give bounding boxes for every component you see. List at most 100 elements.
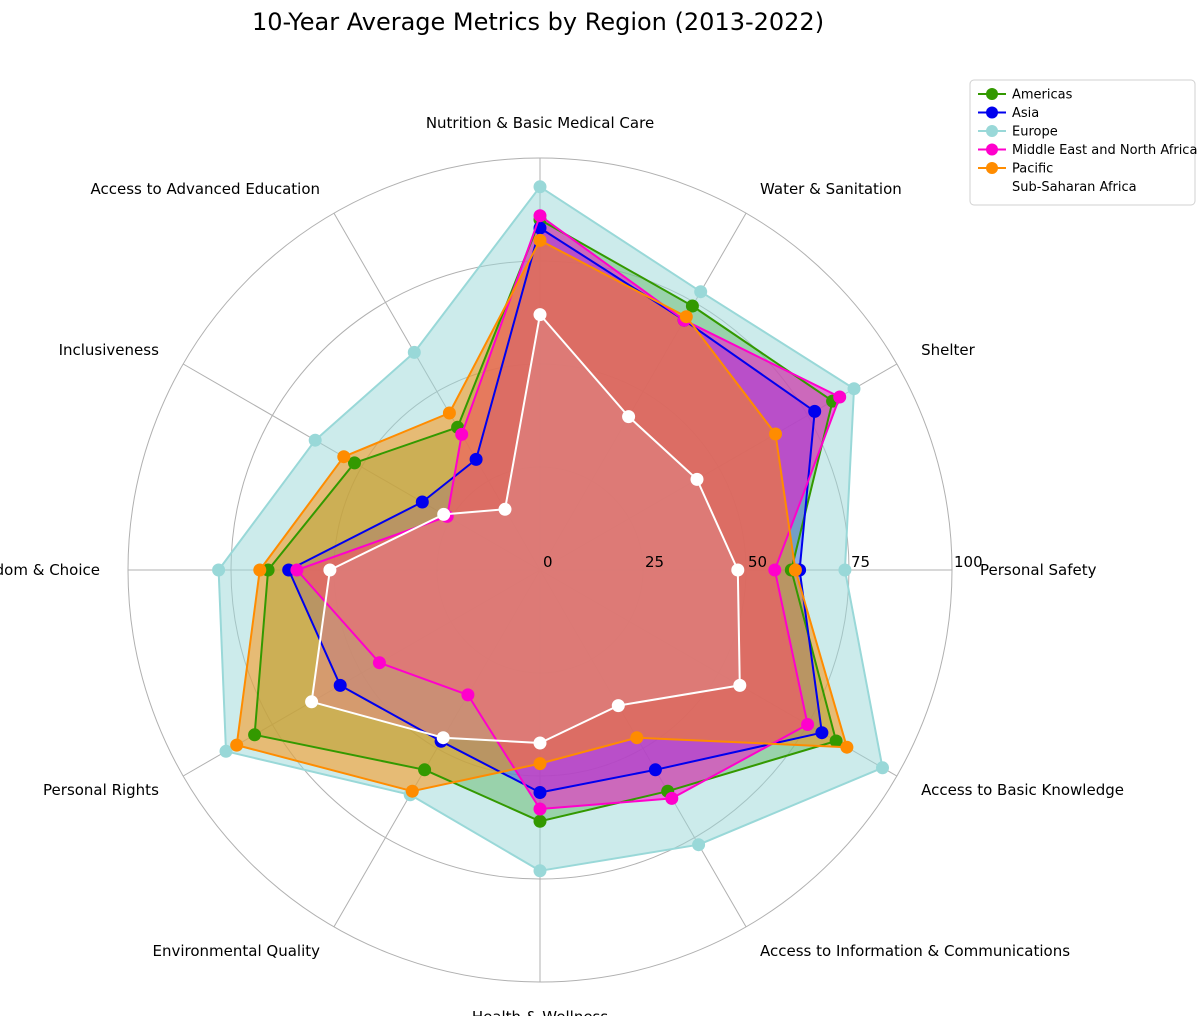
data-point-pacific-personal-freedom-and-choice: [253, 563, 267, 577]
legend-item-europe: Europe: [978, 125, 1058, 140]
legend-label: Asia: [1012, 106, 1039, 121]
data-point-europe-nutrition-and-basic-medical-care: [533, 180, 547, 194]
data-point-pacific-access-to-basic-knowledge: [840, 740, 854, 754]
data-point-americas-access-to-basic-knowledge: [829, 734, 843, 748]
legend-marker: [986, 162, 998, 174]
legend-box: [969, 79, 1196, 206]
data-point-europe-personal-freedom-and-choice: [212, 563, 226, 577]
data-point-middle-east-and-north-africa-health-and-wellness: [533, 802, 547, 816]
series-sub-saharan-africa: [305, 308, 747, 750]
chart-title: 10-Year Average Metrics by Region (2013-…: [252, 8, 824, 36]
legend-item-middle-east-and-north-africa: Middle East and North Africa: [978, 143, 1197, 158]
radial-tick-labels: 0 25 50 75 100: [543, 553, 983, 571]
data-point-sub-saharan-africa-inclusiveness: [437, 507, 451, 521]
data-point-pacific-nutrition-and-basic-medical-care: [533, 233, 547, 247]
data-point-middle-east-and-north-africa-personal-rights: [372, 656, 386, 670]
series-europe: [212, 180, 889, 878]
r-tick-label: 50: [748, 553, 767, 571]
data-point-middle-east-and-north-africa-shelter: [833, 390, 847, 404]
data-point-asia-shelter: [808, 404, 822, 418]
data-point-europe-water-and-sanitation: [694, 285, 708, 299]
data-point-americas-personal-rights: [248, 728, 262, 742]
data-point-pacific-environmental-quality: [405, 784, 419, 798]
legend-marker: [986, 143, 998, 156]
data-point-pacific-inclusiveness: [337, 450, 351, 464]
data-point-europe-access-to-information-and-communications: [692, 838, 706, 852]
legend-marker: [986, 125, 998, 137]
legend-label: Pacific: [1012, 162, 1053, 177]
category-label-nutrition-and-basic-medical-care: Nutrition & Basic Medical Care: [426, 114, 654, 132]
category-labels: Personal Safety Shelter Water & Sanitation…: [0, 114, 1124, 1016]
r-tick-label: 0: [543, 553, 553, 571]
data-point-europe-access-to-basic-knowledge: [876, 761, 889, 775]
legend-item-americas: Americas: [978, 88, 1073, 103]
category-label-access-to-information-and-communications: Access to Information & Communications: [760, 942, 1070, 960]
legend-label: Europe: [1012, 125, 1058, 140]
data-point-sub-saharan-africa-health-and-wellness: [533, 736, 547, 750]
data-point-americas-inclusiveness: [348, 456, 361, 470]
data-point-sub-saharan-africa-access-to-advanced-education: [498, 502, 512, 516]
category-label-water-and-sanitation: Water & Sanitation: [760, 180, 902, 198]
data-point-asia-access-to-advanced-education: [469, 452, 483, 466]
series-pacific: [230, 233, 854, 798]
data-point-pacific-personal-rights: [230, 738, 244, 752]
data-point-middle-east-and-north-africa-nutrition-and-basic-medical-care: [533, 209, 547, 223]
r-tick-label: 75: [851, 553, 870, 571]
data-point-pacific-access-to-advanced-education: [442, 406, 456, 420]
category-label-shelter: Shelter: [921, 341, 976, 359]
legend-label: Sub-Saharan Africa: [1012, 180, 1137, 195]
data-point-sub-saharan-africa-personal-safety: [731, 563, 745, 577]
data-point-europe-inclusiveness: [308, 433, 322, 447]
legend-item-pacific: Pacific: [978, 162, 1053, 177]
data-point-asia-access-to-information-and-communications: [648, 763, 662, 777]
legend-marker: [986, 180, 998, 193]
legend-label: Middle East and North Africa: [1012, 143, 1197, 158]
data-point-sub-saharan-africa-environmental-quality: [436, 731, 450, 745]
data-point-pacific-water-and-sanitation: [679, 310, 693, 324]
category-label-environmental-quality: Environmental Quality: [152, 942, 320, 960]
data-point-americas-water-and-sanitation: [685, 299, 699, 313]
legend: Americas Asia Europe Middle East and North …: [969, 79, 1197, 206]
legend-item-asia: Asia: [978, 106, 1039, 121]
data-point-sub-saharan-africa-personal-rights: [305, 695, 319, 709]
data-point-europe-personal-safety: [838, 563, 852, 577]
data-point-sub-saharan-africa-personal-freedom-and-choice: [323, 563, 337, 577]
data-point-americas-environmental-quality: [418, 763, 432, 777]
legend-item-sub-saharan-africa: Sub-Saharan Africa: [978, 180, 1137, 195]
data-point-sub-saharan-africa-shelter: [690, 472, 704, 486]
data-point-pacific-shelter: [769, 427, 782, 441]
category-label-inclusiveness: Inclusiveness: [59, 341, 159, 359]
legend-marker: [986, 88, 998, 100]
data-point-middle-east-and-north-africa-access-to-advanced-education: [455, 427, 469, 441]
r-tick-label: 25: [645, 553, 664, 571]
data-point-europe-personal-rights: [219, 744, 233, 758]
data-point-sub-saharan-africa-nutrition-and-basic-medical-care: [533, 308, 547, 322]
r-tick-label: 100: [954, 553, 983, 571]
data-point-sub-saharan-africa-access-to-basic-knowledge: [733, 678, 747, 692]
data-point-europe-access-to-advanced-education: [407, 345, 421, 359]
data-point-pacific-access-to-information-and-communications: [630, 731, 644, 745]
category-label-access-to-basic-knowledge: Access to Basic Knowledge: [921, 781, 1124, 799]
series-fills: [218, 186, 883, 871]
legend-marker: [986, 106, 998, 119]
data-point-middle-east-and-north-africa-access-to-basic-knowledge: [801, 718, 815, 731]
category-label-access-to-advanced-education: Access to Advanced Education: [91, 180, 320, 198]
data-point-middle-east-and-north-africa-personal-safety: [768, 563, 782, 577]
data-point-pacific-personal-safety: [788, 563, 802, 577]
category-label-personal-safety: Personal Safety: [980, 561, 1097, 579]
data-point-pacific-health-and-wellness: [533, 757, 547, 771]
data-point-middle-east-and-north-africa-access-to-information-and-communications: [665, 791, 679, 805]
data-point-asia-health-and-wellness: [533, 786, 547, 799]
category-label-personal-rights: Personal Rights: [43, 781, 159, 799]
data-point-europe-health-and-wellness: [533, 864, 547, 878]
legend-label: Americas: [1012, 88, 1073, 103]
data-point-europe-shelter: [847, 382, 861, 396]
data-point-asia-access-to-basic-knowledge: [815, 726, 829, 740]
data-point-middle-east-and-north-africa-environmental-quality: [461, 688, 475, 702]
category-label-health-and-wellness: Health & Wellness: [472, 1008, 609, 1016]
data-point-sub-saharan-africa-access-to-information-and-communications: [611, 699, 625, 713]
series-lines: [212, 180, 889, 878]
category-label-personal-freedom-and-choice: Personal Freedom & Choice: [0, 561, 100, 579]
